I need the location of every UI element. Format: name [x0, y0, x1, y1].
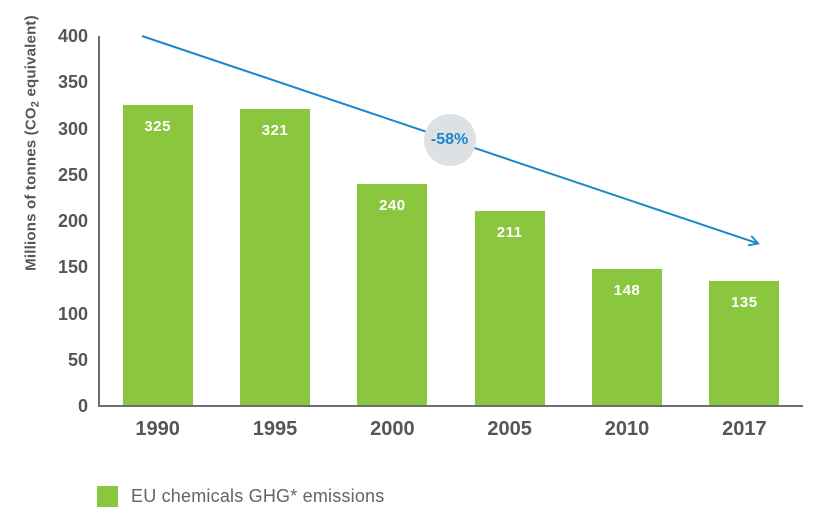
x-tick-label-2017: 2017 — [722, 418, 767, 440]
x-tick-label-1995: 1995 — [252, 418, 298, 440]
bar-value-label: 321 — [261, 122, 289, 140]
legend-label: EU chemicals GHG* emissions — [131, 486, 385, 506]
y-tick-label: 400 — [57, 26, 88, 46]
y-tick-label: 250 — [57, 164, 88, 185]
bar-1990: 325 — [122, 105, 193, 405]
x-tick-label-2010: 2010 — [604, 418, 650, 440]
bar-2005: 211 — [474, 210, 545, 405]
bar-value-label: 325 — [144, 118, 171, 136]
bar-2000: 240 — [357, 184, 428, 405]
y-tick-label: 0 — [77, 396, 88, 416]
y-tick-label: 150 — [57, 257, 88, 278]
bar-1995: 321 — [240, 109, 310, 405]
x-tick-label-2000: 2000 — [370, 418, 415, 440]
y-tick-label: 350 — [57, 72, 88, 93]
bar-value-label: 211 — [496, 223, 523, 241]
y-tick-label: 50 — [67, 349, 88, 370]
trend-badge: -58% — [423, 113, 476, 166]
y-axis-line — [98, 36, 100, 406]
bar-2017: 135 — [709, 281, 780, 405]
x-axis-line — [98, 405, 803, 407]
bar-value-label: 148 — [613, 282, 641, 300]
bar-value-label: 240 — [379, 197, 406, 214]
y-tick-label: 300 — [57, 118, 88, 139]
legend: EU chemicals GHG* emissions — [97, 486, 384, 507]
legend-swatch-icon — [97, 486, 118, 507]
trend-badge-label: -58% — [430, 130, 469, 148]
x-tick-label-1990: 1990 — [135, 418, 180, 440]
x-tick-label-2005: 2005 — [487, 418, 532, 440]
y-tick-label: 100 — [57, 303, 88, 324]
bar-value-label: 135 — [731, 294, 758, 312]
y-tick-label: 200 — [57, 211, 88, 231]
bar-2010: 148 — [592, 269, 662, 405]
